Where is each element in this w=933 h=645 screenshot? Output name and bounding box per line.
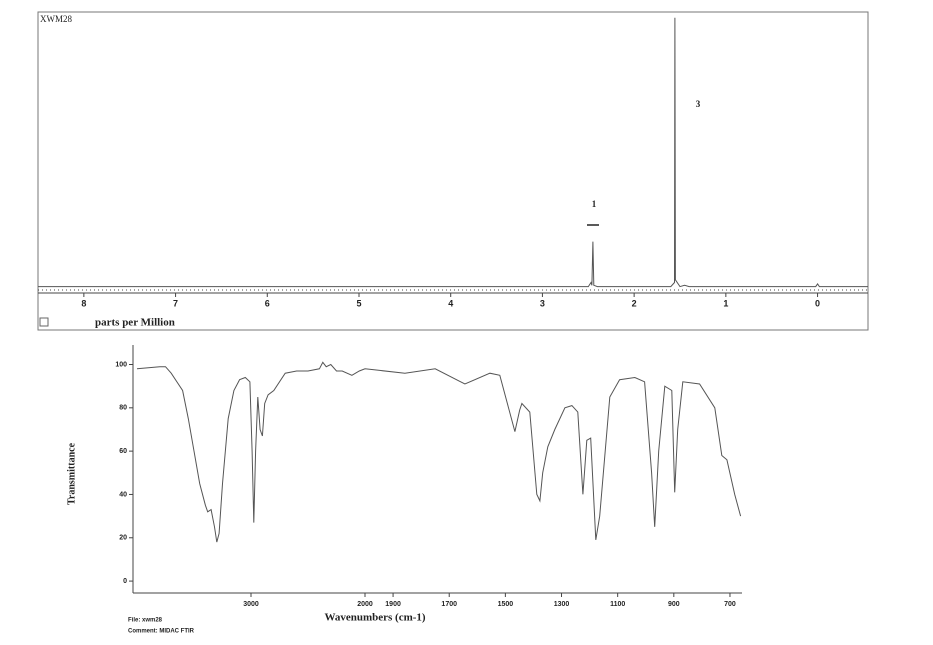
corner-icon <box>39 317 49 327</box>
x-tick-label: 1100 <box>610 601 625 608</box>
x-tick-label: 1900 <box>385 601 401 608</box>
x-tick-label: 3000 <box>243 601 259 608</box>
nmr-frame <box>37 11 869 331</box>
y-tick-label: 60 <box>119 448 127 455</box>
ir-x-label: Wavenumbers (cm-1) <box>324 612 425 624</box>
y-tick-label: 20 <box>119 535 127 542</box>
x-tick-label: 3 <box>540 298 545 308</box>
footnote: Comment: MIDAC FTIR <box>128 629 195 635</box>
x-tick-label: 1700 <box>441 601 457 608</box>
spectrum-line <box>136 361 742 543</box>
y-tick-label: 100 <box>115 361 127 368</box>
footnote: File: xwm28 <box>128 618 163 624</box>
x-tick-label: 4 <box>448 298 453 308</box>
x-tick-label: 0 <box>815 298 820 308</box>
integral-label: 1 <box>592 199 597 209</box>
x-tick-label: 5 <box>356 298 361 308</box>
ir-y-label: Transmittance <box>66 442 77 505</box>
nmr-x-label: parts per Million <box>95 317 175 329</box>
x-tick-label: 1500 <box>498 601 514 608</box>
nmr-title: XWM28 <box>40 14 72 24</box>
x-tick-label: 900 <box>668 601 680 608</box>
integral-label: 3 <box>696 99 701 109</box>
spectrum-line <box>38 17 868 288</box>
x-tick-label: 7 <box>173 298 178 308</box>
x-tick-label: 8 <box>81 298 86 308</box>
x-tick-label: 2 <box>632 298 637 308</box>
x-tick-label: 1 <box>723 298 728 308</box>
y-tick-label: 0 <box>123 578 127 585</box>
x-tick-label: 700 <box>724 601 736 608</box>
y-tick-label: 80 <box>119 405 127 412</box>
x-tick-label: 2000 <box>357 601 373 608</box>
x-tick-label: 6 <box>265 298 270 308</box>
x-tick-label: 1300 <box>554 601 570 608</box>
y-tick-label: 40 <box>119 491 127 498</box>
